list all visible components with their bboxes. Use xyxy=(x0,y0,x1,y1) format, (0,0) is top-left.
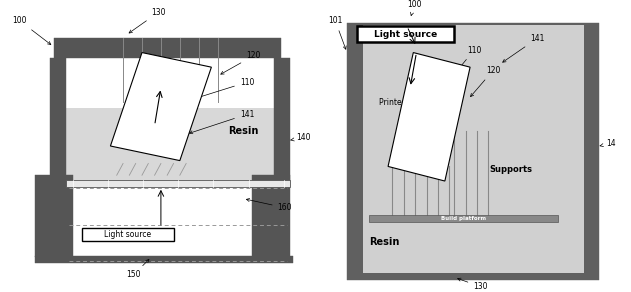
Bar xyxy=(369,215,558,222)
Text: 130: 130 xyxy=(457,278,488,291)
Bar xyxy=(252,175,290,257)
Text: 150: 150 xyxy=(126,260,149,279)
Bar xyxy=(347,23,599,280)
Text: 120: 120 xyxy=(221,51,261,74)
Text: 14: 14 xyxy=(600,139,615,148)
Text: 100: 100 xyxy=(13,16,51,45)
Text: 140: 140 xyxy=(291,133,311,142)
Polygon shape xyxy=(110,53,211,161)
Text: Printed part: Printed part xyxy=(379,98,425,107)
Bar xyxy=(66,180,290,187)
Text: 100: 100 xyxy=(407,0,422,15)
Text: 130: 130 xyxy=(129,8,166,33)
Bar xyxy=(82,228,174,241)
Bar xyxy=(50,58,66,181)
Bar xyxy=(35,175,73,257)
Polygon shape xyxy=(388,53,470,181)
Text: 120: 120 xyxy=(471,66,500,97)
Text: 110: 110 xyxy=(196,78,254,99)
Bar xyxy=(363,25,584,273)
Text: Light source: Light source xyxy=(104,230,151,239)
Bar xyxy=(35,256,293,263)
Text: 101: 101 xyxy=(328,16,346,49)
Text: Build platform: Build platform xyxy=(441,216,487,221)
Bar xyxy=(274,58,290,181)
Text: Resin: Resin xyxy=(369,237,399,247)
Text: Supports: Supports xyxy=(489,165,532,174)
Text: Resin: Resin xyxy=(228,126,258,136)
Text: 110: 110 xyxy=(451,46,481,79)
Text: 141: 141 xyxy=(503,34,545,62)
Text: 160: 160 xyxy=(247,199,292,212)
Text: Light source: Light source xyxy=(374,30,437,39)
Bar xyxy=(54,38,281,58)
Bar xyxy=(66,108,290,181)
Text: 141: 141 xyxy=(189,110,254,134)
Bar xyxy=(357,26,454,42)
